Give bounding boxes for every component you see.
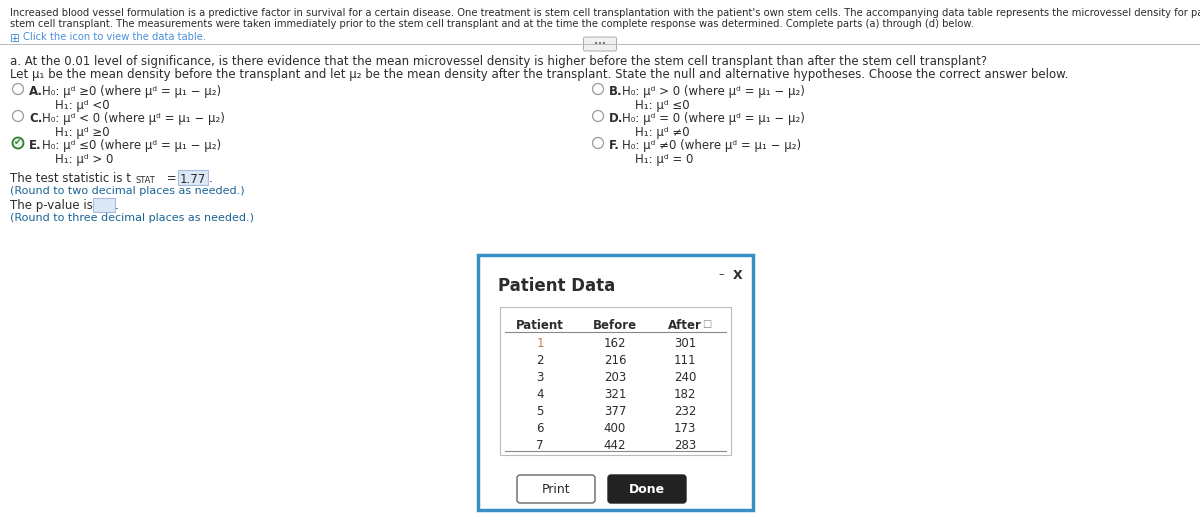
Text: 2: 2 (536, 354, 544, 367)
Text: 377: 377 (604, 405, 626, 418)
Text: 7: 7 (536, 439, 544, 452)
Text: –: – (718, 269, 724, 279)
Text: 6: 6 (536, 422, 544, 435)
Text: 173: 173 (674, 422, 696, 435)
Text: The test statistic is t: The test statistic is t (10, 172, 131, 185)
Text: =: = (163, 172, 180, 185)
Text: stem cell transplant. The measurements were taken immediately prior to the stem : stem cell transplant. The measurements w… (10, 19, 974, 29)
Text: Patient Data: Patient Data (498, 277, 616, 295)
Text: H₀: μᵈ ≠0 (where μᵈ = μ₁ − μ₂): H₀: μᵈ ≠0 (where μᵈ = μ₁ − μ₂) (622, 139, 802, 152)
Text: X: X (733, 269, 743, 282)
Text: A.: A. (29, 85, 43, 98)
Text: •••: ••• (594, 41, 606, 47)
FancyBboxPatch shape (608, 475, 686, 503)
Text: 400: 400 (604, 422, 626, 435)
Text: D.: D. (610, 112, 623, 125)
Text: H₁: μᵈ = 0: H₁: μᵈ = 0 (635, 153, 694, 166)
Text: H₁: μᵈ ≠0: H₁: μᵈ ≠0 (635, 126, 690, 139)
Text: 442: 442 (604, 439, 626, 452)
Text: (Round to two decimal places as needed.): (Round to two decimal places as needed.) (10, 186, 245, 196)
Text: 111: 111 (673, 354, 696, 367)
Text: Done: Done (629, 483, 665, 496)
Text: 203: 203 (604, 371, 626, 384)
FancyBboxPatch shape (178, 170, 208, 185)
Text: 1.77: 1.77 (180, 173, 206, 186)
Text: 240: 240 (674, 371, 696, 384)
Text: 232: 232 (674, 405, 696, 418)
Text: Patient: Patient (516, 319, 564, 332)
Text: STAT: STAT (136, 176, 156, 185)
Text: H₁: μᵈ <0: H₁: μᵈ <0 (55, 99, 109, 112)
FancyBboxPatch shape (517, 475, 595, 503)
Text: H₀: μᵈ < 0 (where μᵈ = μ₁ − μ₂): H₀: μᵈ < 0 (where μᵈ = μ₁ − μ₂) (42, 112, 224, 125)
Text: 3: 3 (536, 371, 544, 384)
Text: Print: Print (541, 483, 570, 496)
Text: C.: C. (29, 112, 42, 125)
Text: 162: 162 (604, 337, 626, 350)
Text: .: . (115, 199, 119, 212)
Text: 321: 321 (604, 388, 626, 401)
Text: a. At the 0.01 level of significance, is there evidence that the mean microvesse: a. At the 0.01 level of significance, is… (10, 55, 988, 68)
Text: 216: 216 (604, 354, 626, 367)
Text: Let μ₁ be the mean density before the transplant and let μ₂ be the mean density : Let μ₁ be the mean density before the tr… (10, 68, 1068, 81)
Text: H₁: μᵈ ≥0: H₁: μᵈ ≥0 (55, 126, 109, 139)
Text: E.: E. (29, 139, 42, 152)
Circle shape (12, 138, 24, 149)
Text: 5: 5 (536, 405, 544, 418)
Text: Before: Before (593, 319, 637, 332)
Text: (Round to three decimal places as needed.): (Round to three decimal places as needed… (10, 213, 254, 223)
FancyBboxPatch shape (583, 37, 617, 51)
Text: H₁: μᵈ ≤0: H₁: μᵈ ≤0 (635, 99, 690, 112)
Text: The p-value is: The p-value is (10, 199, 97, 212)
Text: F.: F. (610, 139, 620, 152)
Text: 4: 4 (536, 388, 544, 401)
Text: H₀: μᵈ > 0 (where μᵈ = μ₁ − μ₂): H₀: μᵈ > 0 (where μᵈ = μ₁ − μ₂) (622, 85, 805, 98)
Text: 301: 301 (674, 337, 696, 350)
Text: H₀: μᵈ ≥0 (where μᵈ = μ₁ − μ₂): H₀: μᵈ ≥0 (where μᵈ = μ₁ − μ₂) (42, 85, 221, 98)
Text: Click the icon to view the data table.: Click the icon to view the data table. (23, 32, 206, 42)
Text: After: After (668, 319, 702, 332)
Text: H₁: μᵈ > 0: H₁: μᵈ > 0 (55, 153, 113, 166)
Bar (500, 307, 731, 455)
FancyBboxPatch shape (94, 198, 115, 212)
Text: 283: 283 (674, 439, 696, 452)
Text: .: . (209, 172, 212, 185)
Text: ✔: ✔ (14, 139, 22, 147)
Text: 1: 1 (536, 337, 544, 350)
Text: □: □ (702, 319, 712, 329)
Text: H₀: μᵈ ≤0 (where μᵈ = μ₁ − μ₂): H₀: μᵈ ≤0 (where μᵈ = μ₁ − μ₂) (42, 139, 221, 152)
Text: B.: B. (610, 85, 623, 98)
Text: Increased blood vessel formulation is a predictive factor in survival for a cert: Increased blood vessel formulation is a … (10, 8, 1200, 18)
FancyBboxPatch shape (478, 255, 754, 510)
Text: 182: 182 (674, 388, 696, 401)
Text: ⊞: ⊞ (10, 32, 20, 45)
Text: H₀: μᵈ = 0 (where μᵈ = μ₁ − μ₂): H₀: μᵈ = 0 (where μᵈ = μ₁ − μ₂) (622, 112, 805, 125)
